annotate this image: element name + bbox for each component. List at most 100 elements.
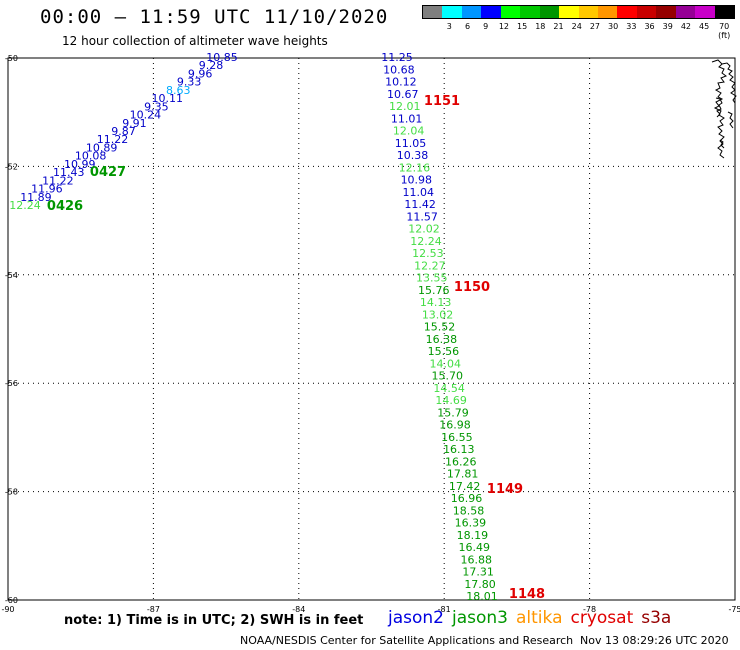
pass-time-label: 0426 — [47, 199, 83, 214]
wave-height-value: 11.04 — [403, 186, 435, 199]
wave-height-value: 11.01 — [391, 112, 423, 125]
wave-height-value: 11.57 — [406, 210, 438, 223]
lat-tick-label: -50 — [5, 54, 18, 63]
wave-height-value: 15.56 — [428, 345, 460, 358]
wave-height-value: 12.16 — [399, 161, 431, 174]
wave-height-value: 17.80 — [464, 578, 496, 591]
pass-time-labels: 0427 0426 1151 1150 1149 1148 — [47, 94, 545, 602]
colorbar-swatch — [559, 6, 579, 18]
colorbar-swatch — [442, 6, 462, 18]
colorbar-label: 42 — [680, 22, 692, 31]
wave-height-value: 10.89 — [86, 141, 118, 154]
colorbar-labels: 3 6 9 12 15 18 21 24 27 30 33 36 39 42 45 70 (ft) — [422, 22, 735, 40]
satellite-altika: altika — [516, 608, 563, 628]
footer: NOAA/NESDIS Center for Satellite Applica… — [240, 634, 729, 647]
colorbar-swatch — [481, 6, 501, 18]
wave-height-value: 10.12 — [385, 76, 417, 89]
lon-tick-label: -84 — [292, 605, 305, 614]
wave-height-value: 14.13 — [420, 296, 452, 309]
wave-height-value: 11.42 — [404, 198, 436, 211]
wave-height-value: 16.13 — [443, 443, 475, 456]
pass-time-label: 0427 — [90, 165, 126, 180]
colorbar-label: 24 — [571, 22, 582, 31]
wave-height-value: 11.96 — [31, 183, 63, 196]
wave-height-value: 15.79 — [437, 406, 469, 419]
colorbar-swatch — [578, 6, 598, 18]
colorbar-label: 6 — [464, 22, 471, 31]
footer-timestamp: Nov 13 08:29:26 UTC 2020 — [580, 634, 729, 647]
lat-tick-label: -58 — [5, 488, 18, 497]
wave-height-value: 17.42 — [449, 480, 481, 493]
wave-height-value: 10.08 — [75, 150, 107, 163]
wave-height-value: 11.89 — [20, 191, 52, 204]
wave-height-value: 12.02 — [408, 223, 440, 236]
page-subtitle: 12 hour collection of altimeter wave hei… — [62, 34, 328, 48]
wave-height-value: 10.99 — [64, 158, 96, 171]
satellite-jason2: jason2 — [388, 608, 444, 628]
colorbar-label: 33 — [626, 22, 637, 31]
wave-height-value: 14.04 — [430, 357, 462, 370]
wave-height-value: 10.85 — [206, 51, 238, 64]
colorbar-label: 27 — [589, 22, 601, 31]
wave-height-value: 8.63 — [166, 84, 191, 97]
wave-height-value: 12.24 — [410, 235, 442, 248]
colorbar-swatch — [520, 6, 540, 18]
pass-time-label: 1149 — [487, 482, 523, 497]
footer-credit: NOAA/NESDIS Center for Satellite Applica… — [240, 634, 574, 647]
wave-height-value: 9.28 — [199, 59, 224, 72]
wave-height-value: 9.91 — [122, 117, 147, 130]
wave-height-value: 16.55 — [441, 431, 473, 444]
colorbar-label: 36 — [644, 22, 655, 31]
map-grid — [7, 57, 736, 601]
lat-tick-label: -56 — [5, 379, 18, 388]
wave-height-value: 11.05 — [395, 137, 427, 150]
wave-height-value: 13.02 — [422, 308, 454, 321]
units-note: note: 1) Time is in UTC; 2) SWH is in fe… — [64, 613, 364, 628]
colorbar-swatch — [636, 6, 657, 18]
wave-height-value: 12.04 — [393, 125, 425, 138]
colorbar-label: 12 — [498, 22, 509, 31]
wave-height-value: 18.19 — [457, 529, 489, 542]
satellite-cryosat: cryosat — [570, 608, 634, 628]
pass-time-label: 1151 — [424, 94, 460, 109]
colorbar-swatch — [423, 6, 443, 18]
wave-height-value: 17.31 — [462, 566, 494, 579]
wave-height-value: 9.33 — [177, 76, 202, 89]
wave-height-value: 17.81 — [447, 468, 479, 481]
lon-tick-label: -87 — [147, 605, 160, 614]
wave-height-value: 16.98 — [439, 419, 471, 432]
colorbar-label: 15 — [517, 22, 528, 31]
colorbar-swatch — [695, 6, 715, 18]
wave-height-value: 16.88 — [460, 553, 492, 566]
colorbar-label: 9 — [483, 22, 489, 31]
wave-height-value: 16.26 — [445, 455, 477, 468]
lon-tick-label: -78 — [583, 605, 596, 614]
colorbar-swatch — [675, 6, 696, 18]
wave-height-value: 16.39 — [455, 517, 487, 530]
wave-height-value: 11.22 — [42, 174, 74, 187]
page-title: 00:00 — 11:59 UTC 11/10/2020 — [40, 6, 389, 28]
wave-height-value: 15.76 — [418, 284, 450, 297]
pass-time-label: 1148 — [509, 587, 545, 602]
wave-height-value: 12.24 — [9, 199, 41, 212]
colorbar — [422, 5, 735, 19]
colorbar-label: 18 — [535, 22, 546, 31]
track-b-values: 11.2510.6810.1210.6712.0111.0112.0411.05… — [381, 51, 498, 603]
colorbar-swatch — [539, 6, 560, 18]
colorbar-label: 70 (ft) — [718, 22, 731, 40]
colorbar-swatch — [461, 6, 482, 18]
wave-height-value: 12.01 — [389, 100, 421, 113]
satellite-jason3: jason3 — [452, 608, 508, 628]
colorbar-label: 30 — [608, 22, 619, 31]
wave-height-value: 9.96 — [188, 67, 213, 80]
lon-tick-label: -75 — [728, 605, 740, 614]
wave-height-value: 14.69 — [435, 394, 467, 407]
colorbar-label: 21 — [553, 22, 564, 31]
wave-height-value: 10.68 — [383, 63, 415, 76]
wave-height-value: 18.01 — [466, 590, 498, 603]
coastline — [711, 59, 737, 159]
wave-height-value: 16.96 — [451, 492, 483, 505]
wave-height-value: 10.11 — [152, 92, 184, 105]
lat-tick-label: -60 — [5, 596, 18, 605]
